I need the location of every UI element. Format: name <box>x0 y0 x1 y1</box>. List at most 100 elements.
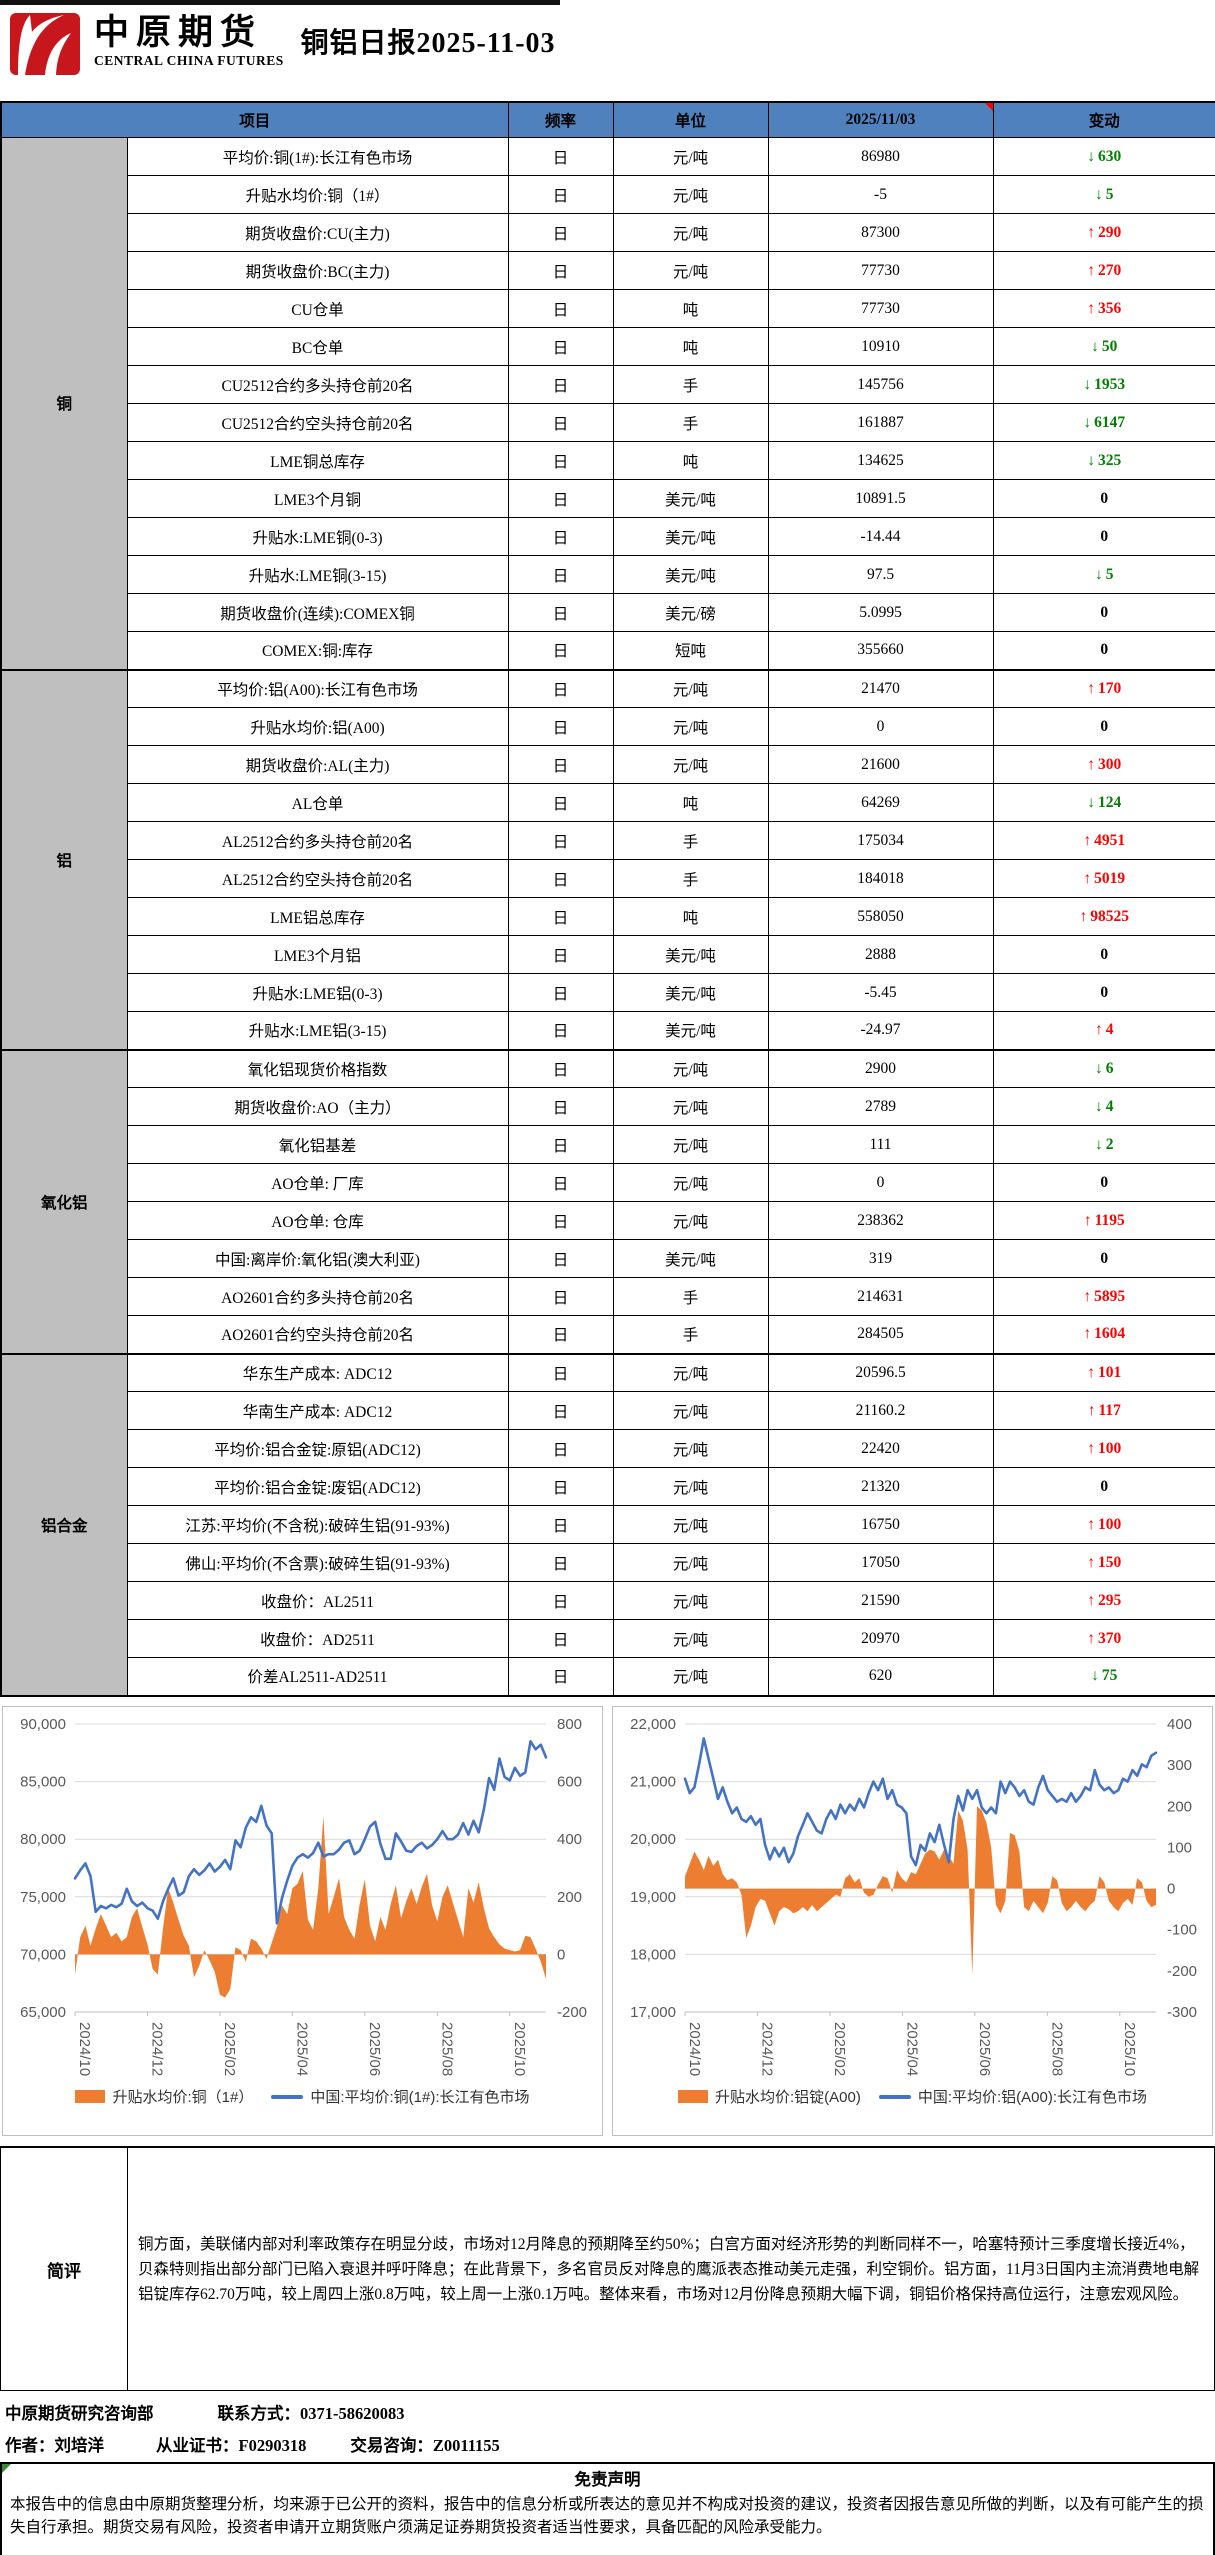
change-down-arrow-icon: ↓ <box>1087 147 1096 165</box>
freq-cell: 日 <box>507 1125 614 1164</box>
svg-text:200: 200 <box>1167 1798 1192 1815</box>
change-up-arrow-icon: ↑ <box>1087 1363 1096 1381</box>
freq-cell: 日 <box>507 479 614 518</box>
change-cell: ↑ 356 <box>992 289 1215 328</box>
unit-cell: 美元/吨 <box>612 1239 769 1278</box>
freq-cell: 日 <box>507 1619 614 1658</box>
change-up-arrow-icon: ↑ <box>1087 299 1096 317</box>
unit-cell: 元/吨 <box>612 707 769 746</box>
copper-chart-panel: 65,000 70,000 75,000 80,000 85,000 90,000 -200… <box>2 1706 603 2136</box>
freq-cell: 日 <box>507 1239 614 1278</box>
svg-text:2025/02: 2025/02 <box>831 2022 848 2076</box>
svg-text:19,000: 19,000 <box>630 1889 676 1906</box>
metrics-table: 项目 频率 单位 2025/11/03 变动 铜平均价:铜(1#):长江有色市场… <box>0 101 1215 1697</box>
table-header-row: 项目 频率 单位 2025/11/03 变动 <box>0 101 1215 138</box>
change-cell: ↑ 300 <box>992 745 1215 784</box>
contact-line-2: 作者：刘培洋 从业证书：F0290318 交易咨询：Z0011155 <box>5 2432 500 2456</box>
table-row: AO2601合约多头持仓前20名日手 214631 ↑ 5895 <box>1 1277 1215 1316</box>
item-cell: 平均价:铜(1#):长江有色市场 <box>126 137 509 176</box>
value-cell: 161887 <box>767 403 994 442</box>
svg-text:2024/10: 2024/10 <box>686 2022 703 2076</box>
line-swatch-icon <box>878 2094 911 2099</box>
contact-section: 中原期货研究咨询部 联系方式：0371-58620083 作者：刘培洋 从业证书：F… <box>0 2391 1215 2462</box>
value-cell: -5 <box>767 175 994 214</box>
unit-cell: 元/吨 <box>612 745 769 784</box>
unit-cell: 元/吨 <box>612 1163 769 1202</box>
svg-text:65,000: 65,000 <box>20 2004 66 2021</box>
value-cell: 22420 <box>767 1429 994 1468</box>
value-cell: 134625 <box>767 441 994 480</box>
aluminum-chart-legend: 升贴水均价:铝锭(A00) 中国:平均价:铝(A00):长江有色市场 <box>613 2086 1212 2107</box>
item-cell: 升贴水:LME铝(3-15) <box>126 1011 509 1050</box>
item-cell: 平均价:铝合金锭:原铝(ADC12) <box>126 1429 509 1468</box>
change-value: 150 <box>1098 1553 1122 1571</box>
change-down-arrow-icon: ↓ <box>1083 413 1092 431</box>
contact-advisory: 交易咨询：Z0011155 <box>350 2436 500 2455</box>
unit-cell: 手 <box>612 1315 769 1354</box>
change-value: 0 <box>1100 717 1109 735</box>
freq-cell: 日 <box>507 1657 614 1696</box>
comment-section: 简评 铜方面，美联储内部对利率政策存在明显分歧，市场对12月降息的预期降至约50… <box>0 2146 1215 2391</box>
table-row: LME铜总库存日吨 134625 ↓ 325 <box>1 441 1215 480</box>
item-cell: LME铜总库存 <box>126 441 509 480</box>
legend-item: 中国:平均价:铜(1#):长江有色市场 <box>271 2086 530 2107</box>
cell-flag-icon <box>2 2464 11 2473</box>
value-cell: 284505 <box>767 1315 994 1354</box>
svg-text:-100: -100 <box>1167 1922 1197 1939</box>
item-cell: 价差AL2511-AD2511 <box>126 1657 509 1696</box>
unit-cell: 元/吨 <box>612 1201 769 1240</box>
change-cell: 0 <box>992 1239 1215 1278</box>
value-cell: 21320 <box>767 1467 994 1506</box>
item-cell: 期货收盘价:AL(主力) <box>126 745 509 784</box>
freq-cell: 日 <box>507 783 614 822</box>
unit-cell: 元/吨 <box>612 1125 769 1164</box>
svg-text:2024/12: 2024/12 <box>758 2022 775 2076</box>
unit-cell: 吨 <box>612 289 769 328</box>
change-cell: ↓ 50 <box>992 327 1215 366</box>
change-value: 0 <box>1100 945 1109 963</box>
change-up-arrow-icon: ↑ <box>1083 869 1092 887</box>
change-value: 0 <box>1100 983 1109 1001</box>
date-header-label: 2025/11/03 <box>845 111 916 128</box>
item-cell: AL2512合约空头持仓前20名 <box>126 859 509 898</box>
contact-cert: 从业证书：F0290318 <box>156 2436 307 2455</box>
value-cell: 21470 <box>767 668 994 708</box>
value-cell: -24.97 <box>767 1011 994 1050</box>
disclaimer-text: 本报告中的信息由中原期货整理分析，均来源于已公开的资料，报告中的信息分析或所表达… <box>10 2496 1204 2536</box>
change-value: 6147 <box>1094 413 1126 431</box>
change-down-arrow-icon: ↓ <box>1095 185 1103 203</box>
item-cell: AL2512合约多头持仓前20名 <box>126 821 509 860</box>
change-cell: 0 <box>992 631 1215 670</box>
freq-cell: 日 <box>507 327 614 366</box>
item-cell: LME铝总库存 <box>126 897 509 936</box>
charts-section: 65,000 70,000 75,000 80,000 85,000 90,000 -200… <box>0 1706 1215 2136</box>
change-value: 325 <box>1098 451 1122 469</box>
area-swatch-icon <box>677 2090 708 2103</box>
svg-text:75,000: 75,000 <box>20 1889 66 1906</box>
report-header: 中原期货 CENTRAL CHINA FUTURES 铜铝日报2025-11-0… <box>0 5 1215 97</box>
value-cell: 184018 <box>767 859 994 898</box>
unit-cell: 元/吨 <box>612 1543 769 1582</box>
value-cell: 2789 <box>767 1087 994 1126</box>
company-logo: 中原期货 CENTRAL CHINA FUTURES <box>10 13 284 75</box>
freq-cell: 日 <box>507 1201 614 1240</box>
freq-cell: 日 <box>507 517 614 556</box>
freq-cell: 日 <box>507 1467 614 1506</box>
comment-label: 简评 <box>1 2148 128 2390</box>
unit-cell: 美元/吨 <box>612 479 769 518</box>
item-cell: 氧化铝现货价格指数 <box>126 1048 509 1088</box>
freq-cell: 日 <box>507 555 614 594</box>
table-row: AL2512合约空头持仓前20名日手 184018 ↑ 5019 <box>1 859 1215 898</box>
aluminum-chart-canvas: 17,000 18,000 19,000 20,000 21,000 22,000 -300… <box>630 1716 1197 2076</box>
change-down-arrow-icon: ↓ <box>1083 375 1092 393</box>
item-cell: 江苏:平均价(不含税):破碎生铝(91-93%) <box>126 1505 509 1544</box>
item-cell: 期货收盘价:CU(主力) <box>126 213 509 252</box>
unit-cell: 元/吨 <box>612 1619 769 1658</box>
unit-cell: 元/吨 <box>612 1429 769 1468</box>
change-cell: ↑ 4 <box>992 1011 1215 1050</box>
table-row: CU2512合约空头持仓前20名日手 161887 ↓ 6147 <box>1 403 1215 442</box>
svg-text:-300: -300 <box>1167 2004 1197 2021</box>
table-row: 期货收盘价:AL(主力) 日元/吨 21600 ↑ 300 <box>1 745 1215 784</box>
value-cell: 175034 <box>767 821 994 860</box>
svg-text:2025/08: 2025/08 <box>1048 2022 1065 2076</box>
